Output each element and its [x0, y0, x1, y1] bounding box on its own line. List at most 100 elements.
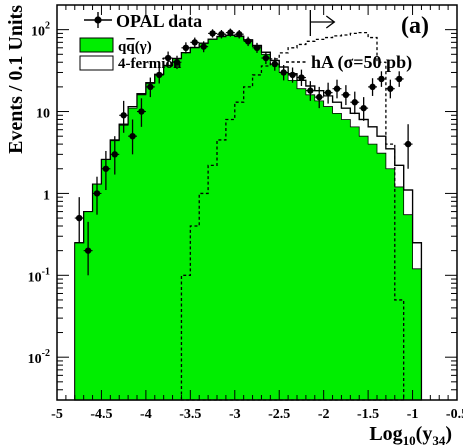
cut-arrow: [309, 10, 336, 36]
data-point: [225, 28, 235, 37]
data-point: [279, 65, 289, 81]
data-point: [92, 176, 102, 215]
data-point: [83, 221, 93, 276]
data-point-marker: [147, 83, 154, 91]
axis-ticks-layer: [56, 4, 458, 401]
data-points-layer: [74, 28, 413, 276]
legend-marker-icon: [94, 16, 102, 24]
panel-label: (a): [401, 13, 429, 39]
data-point-marker: [360, 104, 367, 112]
data-point-marker: [129, 132, 136, 140]
x-tick-label: -3.5: [179, 407, 201, 422]
y-tick-labels: 10-2 10-1 1 10 102: [28, 21, 50, 368]
legend-label-data: OPAL data: [116, 11, 202, 31]
series-ha-dashed: [180, 31, 405, 401]
data-point: [377, 71, 386, 87]
data-point: [341, 85, 351, 106]
x-tick-label: -3: [229, 407, 241, 422]
data-point: [163, 51, 173, 66]
y-tick-label: 10: [36, 107, 50, 122]
legend-label-qq: qq(γ): [118, 39, 152, 55]
legend-entry-opal-data: OPAL data: [84, 11, 202, 31]
legend-entry-qq: qq(γ): [79, 37, 152, 55]
data-point-marker: [298, 74, 305, 81]
data-point: [359, 97, 369, 121]
x-tick-label: -5: [51, 407, 63, 422]
x-tick-label: -4.5: [90, 407, 112, 422]
data-point-marker: [369, 83, 376, 91]
data-point: [261, 52, 271, 65]
data-point: [314, 86, 324, 109]
data-point: [172, 55, 182, 70]
data-point: [234, 30, 244, 39]
data-point: [181, 42, 191, 54]
data-point: [199, 41, 209, 53]
data-point: [243, 36, 253, 47]
data-point-marker: [253, 44, 261, 52]
series-4-fermion-line: [74, 34, 423, 400]
data-point: [145, 77, 155, 98]
legend: OPAL data qq(γ) 4-fermion hA (σ=50 pb): [79, 11, 412, 73]
y-tick-label: 102: [31, 21, 50, 40]
data-point-marker: [209, 30, 216, 37]
legend-swatch-outline: [79, 55, 114, 71]
legend-label-4fermion: 4-fermion: [118, 56, 182, 72]
data-point: [190, 37, 200, 48]
data-point-marker: [120, 112, 127, 119]
legend-label-ha: hA (σ=50 pb): [311, 52, 412, 73]
data-point-marker: [404, 140, 412, 148]
x-tick-label: -1.5: [357, 407, 379, 422]
x-tick-labels: -5 -4.5 -4 -3.5 -3 -2.5 -2 -1.5 -1 -0.5: [51, 407, 463, 422]
data-point-marker: [342, 91, 350, 99]
data-point: [74, 197, 84, 243]
data-point: [323, 82, 333, 104]
x-tick-label: -1: [407, 407, 419, 422]
data-point-marker: [351, 99, 358, 106]
data-point-marker: [227, 29, 234, 36]
y-tick-label: 10-2: [28, 348, 50, 367]
data-point: [332, 79, 342, 99]
data-point-marker: [378, 75, 385, 83]
data-point-marker: [396, 75, 403, 83]
histogram-layer: [74, 31, 423, 401]
data-point: [128, 119, 137, 155]
x-tick-label: -2: [318, 407, 330, 422]
data-point: [154, 66, 164, 84]
data-point: [394, 71, 404, 87]
data-point-marker: [387, 85, 394, 92]
x-tick-label: -2.5: [268, 407, 290, 422]
data-point-marker: [182, 44, 190, 52]
data-point-marker: [236, 30, 243, 38]
x-axis-title: Log10(y34): [369, 423, 452, 448]
data-point-marker: [191, 39, 198, 46]
series-qq-filled: [74, 35, 422, 401]
data-point-marker: [244, 38, 252, 45]
data-point: [305, 81, 315, 101]
data-point: [217, 30, 226, 39]
data-point-marker: [333, 85, 341, 92]
data-point-marker: [138, 108, 145, 115]
data-point: [110, 136, 120, 175]
data-point: [101, 150, 111, 191]
y-tick-label: 10-1: [28, 266, 50, 285]
x-tick-label: -0.5: [446, 407, 463, 422]
data-point: [385, 79, 395, 99]
data-point: [403, 124, 413, 169]
data-point-marker: [280, 69, 287, 76]
legend-entry-4-fermion: 4-fermion: [79, 55, 182, 72]
data-point-marker: [200, 43, 207, 50]
data-point-marker: [262, 54, 270, 62]
data-point-marker: [218, 30, 225, 38]
data-point-marker: [173, 59, 181, 66]
data-point: [297, 69, 306, 87]
data-point: [252, 42, 262, 53]
data-point-marker: [316, 93, 323, 101]
legend-entry-ha: hA (σ=50 pb): [286, 52, 412, 73]
data-point-marker: [271, 60, 278, 68]
legend-swatch-filled: [79, 37, 114, 53]
data-point-marker: [324, 89, 332, 96]
data-point: [350, 91, 360, 115]
data-point-marker: [156, 71, 163, 79]
x-tick-label: -4: [140, 407, 152, 422]
